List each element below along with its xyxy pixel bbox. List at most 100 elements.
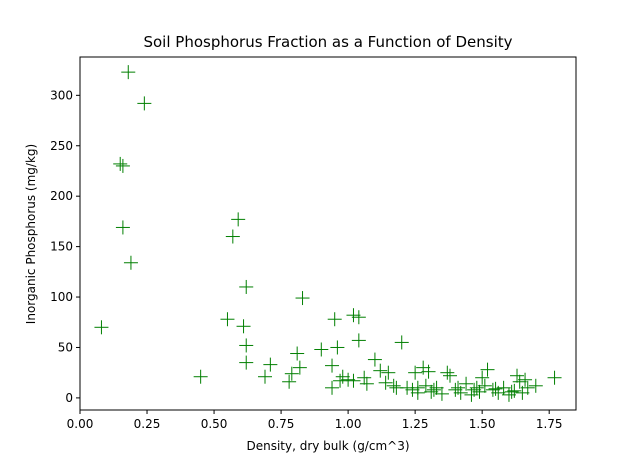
x-tick-label: 1.25 [402, 417, 429, 431]
data-point [381, 365, 396, 380]
data-point [410, 380, 425, 395]
data-point [123, 255, 138, 270]
data-point [459, 376, 474, 391]
data-point [94, 320, 109, 335]
data-point [518, 372, 533, 387]
data-point [290, 346, 305, 361]
data-point [367, 352, 382, 367]
data-point [137, 96, 152, 111]
x-tick-label: 1.75 [536, 417, 563, 431]
x-tick-label: 0.75 [268, 417, 295, 431]
data-point [239, 338, 254, 353]
data-point [488, 381, 503, 396]
data-point [333, 373, 348, 388]
y-tick-label: 150 [50, 240, 73, 254]
data-point [504, 384, 519, 399]
data-point [485, 382, 500, 397]
data-point [378, 375, 393, 390]
data-point [325, 358, 340, 373]
data-point [510, 368, 525, 383]
data-point [469, 380, 484, 395]
y-tick-label: 50 [58, 340, 73, 354]
data-point [416, 360, 431, 375]
data-point [373, 363, 388, 378]
x-tick-label: 1.00 [335, 417, 362, 431]
data-point [448, 382, 463, 397]
data-point [477, 378, 492, 393]
data-point [113, 156, 128, 171]
data-point [429, 380, 444, 395]
data-point [424, 384, 439, 399]
data-point [351, 310, 366, 325]
chart-title: Soil Phosphorus Fraction as a Function o… [143, 33, 512, 51]
data-point [346, 308, 361, 323]
data-point [394, 335, 409, 350]
data-point [520, 380, 535, 395]
data-point [528, 378, 543, 393]
y-axis: 0 50 100 150 200 250 300 [50, 88, 80, 405]
data-point [115, 220, 130, 235]
data-point [263, 357, 278, 372]
axes-frame [79, 56, 577, 411]
data-point [451, 380, 466, 395]
data-point [351, 333, 366, 348]
y-tick-label: 0 [65, 391, 73, 405]
data-point [239, 279, 254, 294]
data-point [480, 362, 495, 377]
data-point [295, 291, 310, 306]
data-point [193, 369, 208, 384]
data-point [257, 369, 272, 384]
data-point [346, 373, 361, 388]
x-tick-label: 1.50 [469, 417, 496, 431]
data-point [220, 312, 235, 327]
data-point [472, 384, 487, 399]
data-point [442, 368, 457, 383]
data-point [496, 380, 511, 395]
data-point [225, 229, 240, 244]
data-point [475, 370, 490, 385]
data-point [440, 365, 455, 380]
data-point [231, 212, 246, 227]
data-point [426, 382, 441, 397]
data-point [121, 65, 136, 80]
x-tick-label: 0.00 [67, 417, 94, 431]
data-point [501, 387, 516, 402]
y-tick-label: 300 [50, 88, 73, 102]
data-point [357, 370, 372, 385]
x-axis: 0.00 0.25 0.50 0.75 1.00 1.25 1.50 1.75 [67, 410, 563, 431]
data-point [434, 386, 449, 401]
data-point [284, 366, 299, 381]
y-axis-label: Inorganic Phosphorus (mg/kg) [24, 144, 38, 324]
data-point [467, 382, 482, 397]
data-point [115, 158, 130, 173]
data-point [418, 378, 433, 393]
data-point [236, 319, 251, 334]
data-point [507, 383, 522, 398]
x-tick-label: 0.50 [201, 417, 228, 431]
data-point [341, 372, 356, 387]
data-point [239, 355, 254, 370]
plot-area [79, 56, 577, 411]
data-point [512, 374, 527, 389]
data-point [389, 380, 404, 395]
data-point [359, 376, 374, 391]
data-point [330, 340, 345, 355]
data-point [408, 365, 423, 380]
data-point [327, 312, 342, 327]
y-tick-label: 100 [50, 290, 73, 304]
data-point [547, 370, 562, 385]
data-point [325, 380, 340, 395]
data-point [386, 378, 401, 393]
x-axis-label: Density, dry bulk (g/cm^3) [246, 439, 409, 453]
data-point [335, 369, 350, 384]
data-point [292, 360, 307, 375]
data-point [314, 342, 329, 357]
x-tick-label: 0.25 [134, 417, 161, 431]
data-point [282, 374, 297, 389]
y-tick-label: 200 [50, 189, 73, 203]
data-point [405, 382, 420, 397]
data-point [421, 364, 436, 379]
y-tick-label: 250 [50, 139, 73, 153]
